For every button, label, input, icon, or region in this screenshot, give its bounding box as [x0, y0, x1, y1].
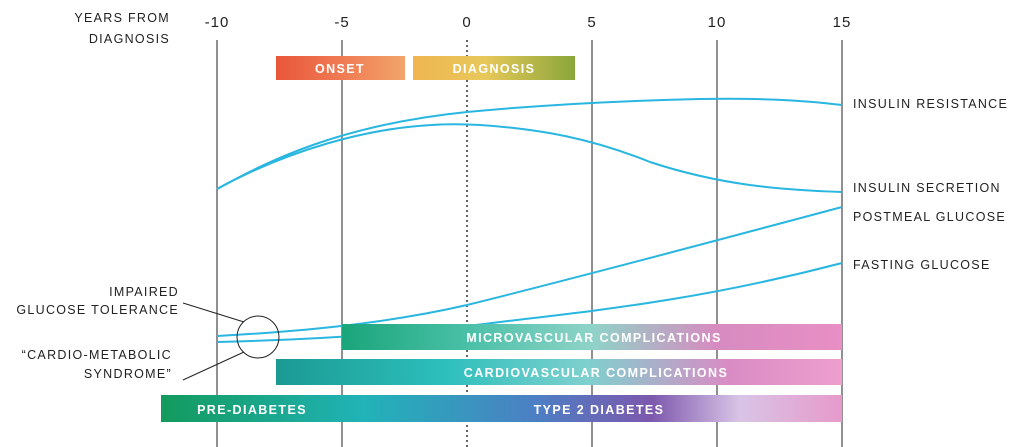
insulin-resistance-label: INSULIN RESISTANCE	[853, 97, 1008, 111]
cardiovascular-label: CARDIOVASCULAR COMPLICATIONS	[464, 366, 728, 380]
postmeal-glucose-label: POSTMEAL GLUCOSE	[853, 210, 1006, 224]
fasting-glucose-curve	[216, 262, 843, 343]
onset-label: ONSET	[315, 62, 365, 76]
tick-label: -10	[205, 14, 230, 31]
axis-title-line1: YEARS FROM	[74, 11, 170, 25]
postmeal-glucose-curve	[216, 206, 843, 337]
diagnosis-box	[413, 56, 575, 80]
tick-label: 0	[462, 14, 471, 31]
tick-label: -5	[334, 14, 349, 31]
insulin-resistance-curve	[216, 97, 843, 190]
cms-label-line1: “CARDIO-METABOLIC	[22, 348, 172, 362]
diabetes-stage-bar	[161, 395, 842, 422]
prediabetes-label: PRE-DIABETES	[197, 403, 307, 417]
igt-label-line2: GLUCOSE TOLERANCE	[16, 303, 179, 317]
fasting-glucose-label: FASTING GLUCOSE	[853, 258, 991, 272]
tick-label: 15	[833, 14, 852, 31]
diagnosis-label: DIAGNOSIS	[453, 62, 536, 76]
cms-label-line2: SYNDROME”	[84, 367, 172, 381]
type2-diabetes-label: TYPE 2 DIABETES	[534, 403, 665, 417]
microvascular-label: MICROVASCULAR COMPLICATIONS	[466, 331, 721, 345]
igt-label-line1: IMPAIRED	[109, 285, 179, 299]
axis-title-line2: DIAGNOSIS	[89, 32, 170, 46]
callout-leader-cms	[182, 351, 245, 381]
onset-box	[276, 56, 405, 80]
cardiovascular-bar	[276, 359, 842, 385]
callout-circle	[236, 315, 280, 359]
microvascular-bar	[342, 324, 842, 350]
tick-label: 10	[708, 14, 727, 31]
tick-label: 5	[587, 14, 596, 31]
insulin-secretion-curve	[216, 123, 843, 193]
callout-leader-igt	[182, 302, 245, 323]
insulin-secretion-label: INSULIN SECRETION	[853, 181, 1001, 195]
